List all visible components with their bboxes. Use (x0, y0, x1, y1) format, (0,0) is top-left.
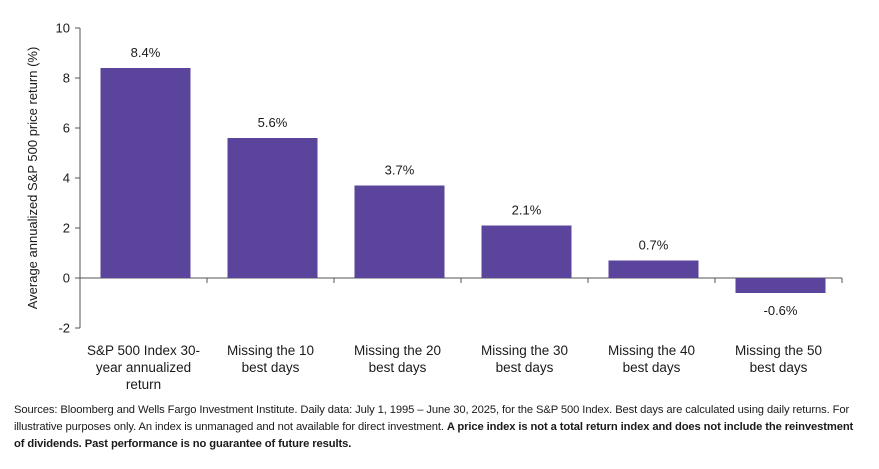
category-label-line: Missing the 40 (608, 343, 695, 358)
footnote-disclaimer: A price index is not a total return inde… (14, 421, 854, 450)
category-label-line: S&P 500 Index 30- (87, 343, 200, 358)
bars (100, 68, 826, 293)
bar (227, 138, 318, 278)
y-tick-label: 10 (56, 21, 70, 36)
category-label: Missing the 20 best days (354, 343, 441, 375)
bar (481, 225, 572, 278)
bar (608, 260, 699, 278)
category-labels: S&P 500 Index 30- year annualized return Mi… (87, 343, 822, 392)
category-label-line: return (126, 377, 161, 392)
y-tick-label: 2 (63, 221, 70, 236)
y-tick-label: 0 (63, 271, 70, 286)
y-tick-label: 6 (63, 121, 70, 136)
data-label: 5.6% (258, 115, 288, 130)
data-label: 0.7% (639, 238, 669, 253)
category-label: Missing the 50 best days (735, 343, 822, 375)
source-footnote: Sources: Bloomberg and Wells Fargo Inves… (14, 402, 864, 453)
y-tick-label: -2 (58, 321, 70, 336)
data-label: -0.6% (764, 303, 798, 318)
y-axis-title: Average annualized S&P 500 price return … (25, 47, 40, 310)
category-label-line: Missing the 10 (227, 343, 314, 358)
category-label-line: best days (496, 360, 554, 375)
bar (735, 278, 826, 293)
bar (354, 185, 445, 278)
y-tick-label: 8 (63, 71, 70, 86)
category-label-line: Missing the 30 (481, 343, 568, 358)
data-labels: 8.4% 5.6% 3.7% 2.1% 0.7% -0.6% (131, 45, 798, 318)
y-tick-label: 4 (63, 171, 70, 186)
category-label: Missing the 30 best days (481, 343, 568, 375)
category-label-line: Missing the 20 (354, 343, 441, 358)
category-label-line: best days (369, 360, 427, 375)
footnote-text: Sources: Bloomberg and Wells Fargo Inves… (14, 404, 850, 433)
category-label-line: best days (750, 360, 808, 375)
bar-chart: -2 0 2 4 6 8 10 8.4% 5.6% 3.7% 2.1% 0.7% -0.6% S&P … (25, 21, 843, 392)
category-label-line: best days (623, 360, 681, 375)
category-label: Missing the 40 best days (608, 343, 695, 375)
data-label: 2.1% (512, 203, 542, 218)
data-label: 8.4% (131, 45, 161, 60)
category-label: Missing the 10 best days (227, 343, 314, 375)
category-label-line: Missing the 50 (735, 343, 822, 358)
category-label-line: best days (242, 360, 300, 375)
data-label: 3.7% (385, 163, 415, 178)
category-label-line: year annualized (96, 360, 191, 375)
bar (100, 68, 191, 278)
y-axis: -2 0 2 4 6 8 10 (56, 21, 843, 336)
category-label: S&P 500 Index 30- year annualized return (87, 343, 200, 392)
